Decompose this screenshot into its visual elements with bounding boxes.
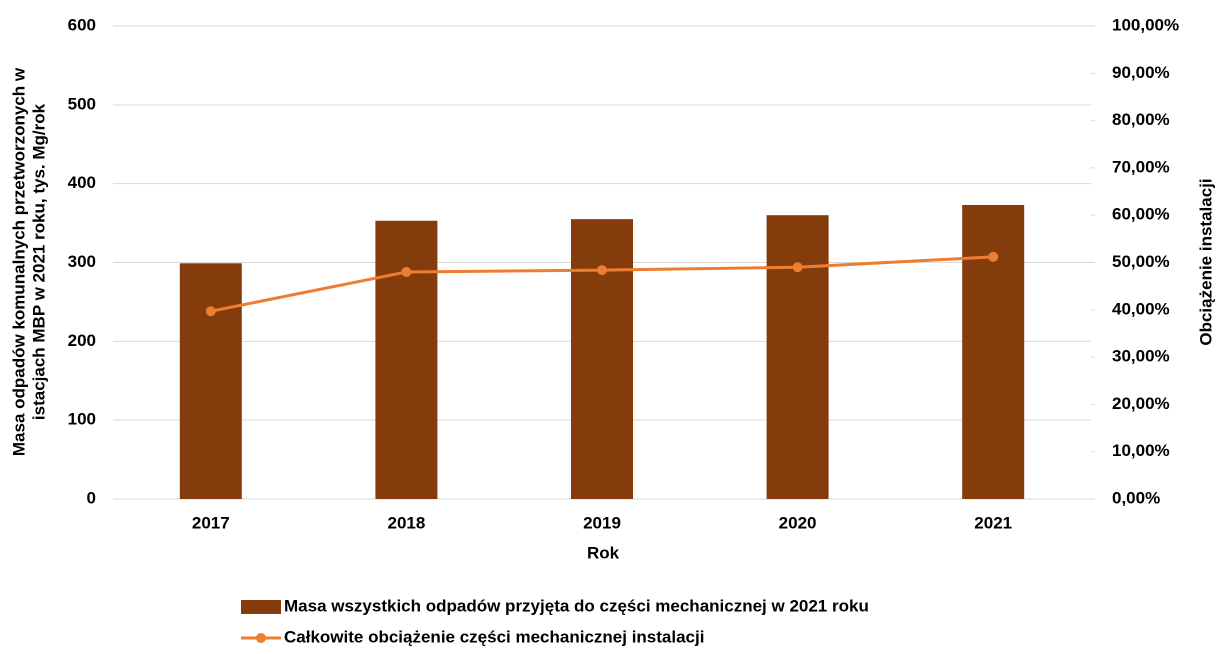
y-tick-label: 600 [68, 15, 96, 34]
y2-tick-label: 30,00% [1112, 347, 1170, 366]
y-tick-label: 0 [87, 488, 96, 507]
legend-swatch [241, 600, 281, 614]
y2-tick-label: 0,00% [1112, 488, 1160, 507]
line-point [597, 265, 607, 276]
y2-tick-label: 40,00% [1112, 299, 1170, 318]
bar [962, 204, 1025, 499]
y2-tick-label: 20,00% [1112, 394, 1170, 413]
x-tick-label: 2017 [192, 513, 230, 532]
line-point [401, 266, 412, 277]
bar [179, 263, 242, 499]
y-tick-label: 500 [68, 94, 96, 113]
line-point [792, 262, 803, 273]
legend-label: Masa wszystkich odpadów przyjęta do częś… [284, 596, 869, 615]
legend-swatch [256, 633, 266, 643]
y-axis-label: istacjach MBP w 2021 roku, tys. Mg/rok [29, 103, 48, 420]
y2-tick-label: 10,00% [1112, 441, 1170, 460]
bar [766, 215, 829, 499]
y2-tick-label: 100,00% [1112, 15, 1179, 34]
y-tick-label: 300 [68, 252, 96, 271]
legend-label: Całkowite obciążenie części mechanicznej… [284, 627, 704, 646]
y2-tick-label: 60,00% [1112, 205, 1170, 224]
line-point [988, 251, 999, 262]
x-tick-label: 2018 [387, 513, 425, 532]
y2-tick-label: 90,00% [1112, 63, 1170, 82]
line-point [205, 306, 216, 317]
y-axis-label: Masa odpadów komunalnych przetworzonych … [9, 67, 28, 456]
y2-tick-label: 80,00% [1112, 110, 1170, 129]
y-tick-label: 100 [68, 410, 96, 429]
y-tick-label: 200 [68, 331, 96, 350]
y2-axis-label: Obciążenie instalacji [1196, 178, 1215, 345]
y-tick-label: 400 [68, 173, 96, 192]
bar [375, 220, 438, 500]
bar [571, 219, 633, 499]
y2-tick-label: 70,00% [1112, 157, 1170, 176]
y2-tick-label: 50,00% [1112, 252, 1170, 271]
x-tick-label: 2020 [779, 513, 817, 532]
x-tick-label: 2021 [974, 513, 1012, 532]
x-axis-label: Rok [587, 543, 620, 562]
x-tick-label: 2019 [583, 513, 621, 532]
